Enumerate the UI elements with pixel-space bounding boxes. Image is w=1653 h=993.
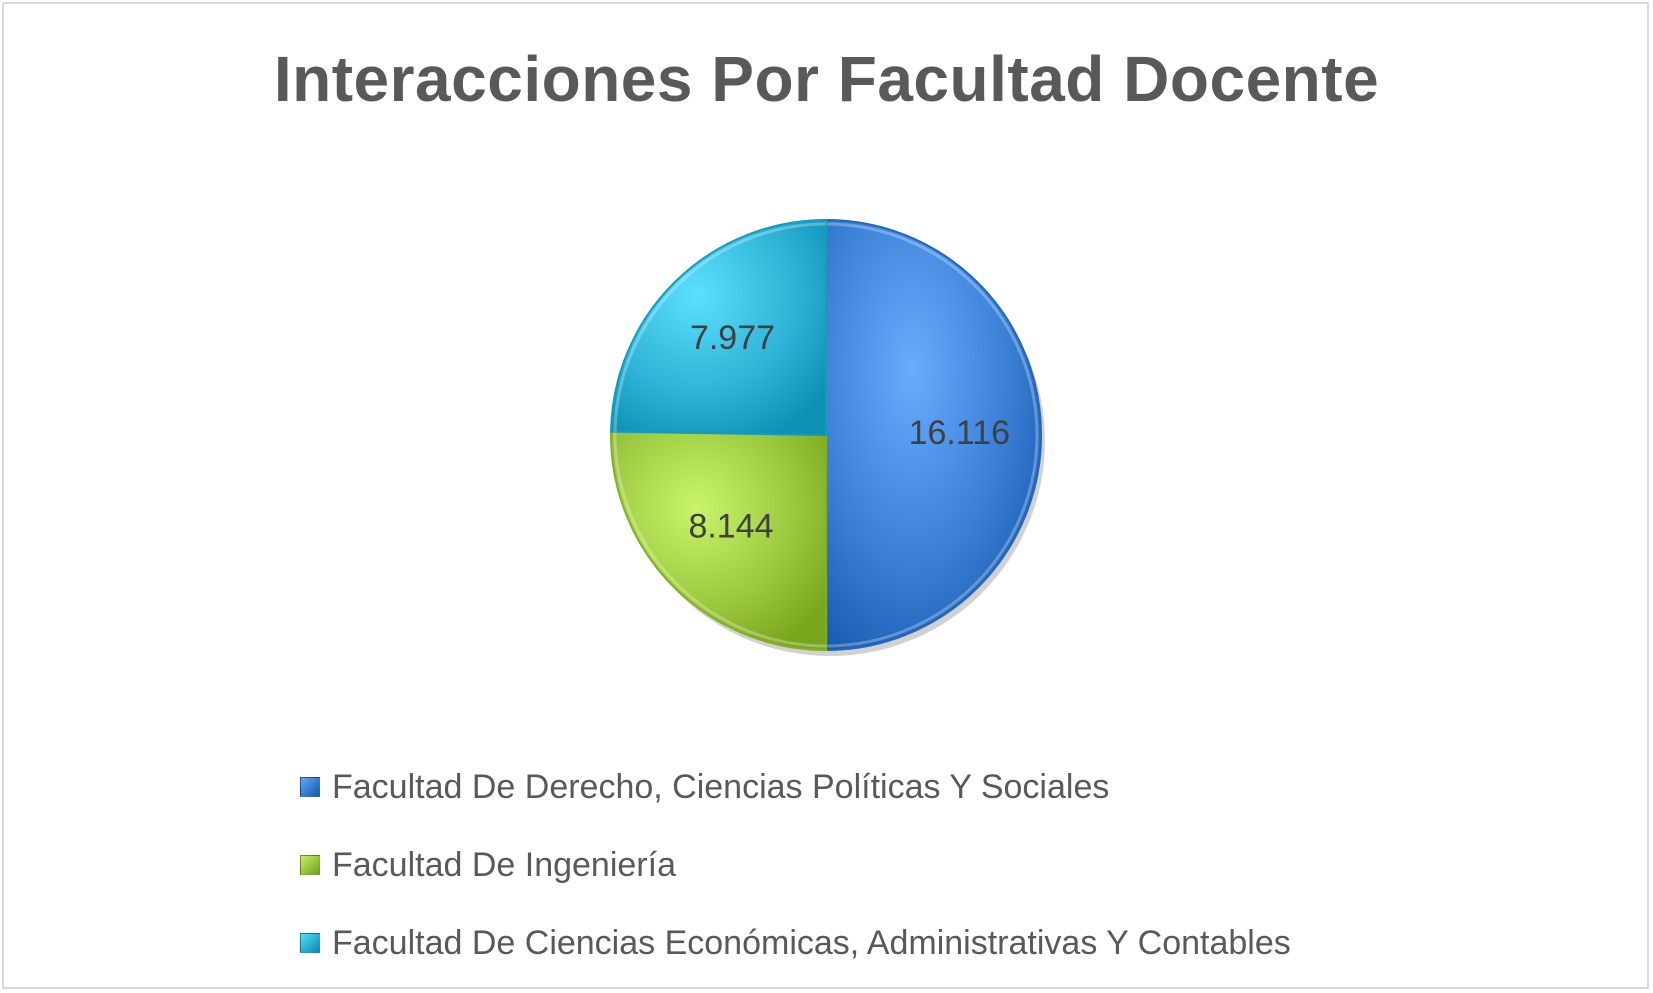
legend-item: Facultad De Ciencias Económicas, Adminis… <box>300 904 1291 982</box>
legend-swatch <box>300 777 320 797</box>
pie-slice-bevel <box>613 222 827 432</box>
pie-slice <box>825 218 1043 652</box>
pie-slice <box>610 430 828 652</box>
pie-slice-bevel <box>613 431 827 648</box>
legend-item: Facultad De Ingeniería <box>300 826 1291 904</box>
legend-label: Facultad De Ingeniería <box>332 845 676 884</box>
legend-label: Facultad De Ciencias Económicas, Adminis… <box>332 923 1291 962</box>
pie-slices <box>610 218 1045 656</box>
legend-item: Facultad De Derecho, Ciencias Políticas … <box>300 748 1291 826</box>
pie-data-label: 7.977 <box>690 319 775 357</box>
chart-title: Interacciones Por Facultad Docente <box>273 43 1380 115</box>
legend: Facultad De Derecho, Ciencias Políticas … <box>300 748 1291 982</box>
pie-data-labels: 16.116 8.144 7.977 <box>688 319 1010 546</box>
pie-slice <box>610 218 827 437</box>
pie-data-label: 16.116 <box>909 414 1010 452</box>
legend-swatch <box>300 855 320 875</box>
pie-data-label: 8.144 <box>688 508 773 546</box>
legend-swatch <box>300 933 320 953</box>
legend-label: Facultad De Derecho, Ciencias Políticas … <box>332 767 1110 806</box>
pie-slice-bevel <box>825 222 1039 648</box>
